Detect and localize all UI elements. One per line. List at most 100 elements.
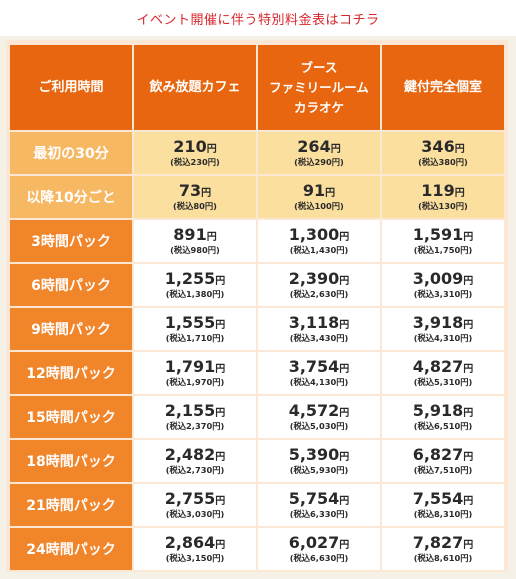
price-tax-included: (税込6,510円)	[413, 421, 473, 432]
yen-unit: 円	[215, 495, 226, 507]
price-number: 2,864	[164, 532, 216, 552]
header-usage-time: ご利用時間	[10, 45, 132, 130]
price-cell-booth: 1,300円 (税込1,430円)	[258, 220, 380, 262]
table-row: 18時間パック 2,482円 (税込2,730円) 5,390円 (税込5,930円) 6…	[10, 440, 504, 482]
yen-unit: 円	[454, 187, 465, 199]
price-number: 3,918	[412, 312, 464, 332]
price-value: 5,754円	[258, 490, 380, 510]
price-value: 7,554円	[382, 490, 504, 510]
price-cell-private: 7,554円 (税込8,310円)	[382, 484, 504, 526]
price-tax-included: (税込130円)	[418, 201, 468, 212]
price-tax-included: (税込2,370円)	[165, 421, 225, 432]
header-booth-line: ブース	[300, 59, 338, 75]
price-tax-included: (税込3,430円)	[289, 333, 349, 344]
price-value: 6,827円	[382, 446, 504, 466]
yen-unit: 円	[325, 187, 336, 199]
price-tax-included: (税込1,380円)	[165, 289, 225, 300]
price-cell-private: 1,591円 (税込1,750円)	[382, 220, 504, 262]
row-label: 24時間パック	[10, 528, 132, 570]
price-number: 264	[297, 136, 331, 156]
price-cell-private: 4,827円 (税込5,310円)	[382, 352, 504, 394]
yen-unit: 円	[330, 143, 341, 155]
yen-unit: 円	[339, 275, 350, 287]
price-tax-included: (税込3,310円)	[413, 289, 473, 300]
table-row: 最初の30分 210円 (税込230円) 264円 (税込290円) 346円 (税込380…	[10, 132, 504, 174]
price-value: 91円	[258, 182, 380, 202]
price-number: 1,555	[164, 312, 216, 332]
yen-unit: 円	[463, 363, 474, 375]
price-cell-cafe: 1,255円 (税込1,380円)	[134, 264, 256, 306]
price-value: 1,791円	[134, 358, 256, 378]
price-number: 1,300	[288, 224, 340, 244]
price-cell-cafe: 891円 (税込980円)	[134, 220, 256, 262]
price-number: 119	[421, 180, 455, 200]
price-number: 91	[302, 180, 326, 200]
price-cell-cafe: 2,755円 (税込3,030円)	[134, 484, 256, 526]
price-number: 1,591	[412, 224, 464, 244]
yen-unit: 円	[463, 319, 474, 331]
price-tax-included: (税込290円)	[294, 157, 344, 168]
yen-unit: 円	[463, 275, 474, 287]
price-value: 2,864円	[134, 534, 256, 554]
yen-unit: 円	[215, 275, 226, 287]
price-tax-included: (税込1,710円)	[165, 333, 225, 344]
price-value: 1,255円	[134, 270, 256, 290]
table-row: 6時間パック 1,255円 (税込1,380円) 2,390円 (税込2,630円) 3,…	[10, 264, 504, 306]
price-cell-private: 6,827円 (税込7,510円)	[382, 440, 504, 482]
price-tax-included: (税込4,130円)	[289, 377, 349, 388]
price-number: 5,918	[412, 400, 464, 420]
price-tax-included: (税込5,310円)	[413, 377, 473, 388]
price-value: 5,390円	[258, 446, 380, 466]
header-row: ご利用時間 飲み放題カフェ ブース ファミリールーム カラオケ 鍵付完全個室	[10, 45, 504, 130]
price-value: 2,155円	[134, 402, 256, 422]
price-value: 119円	[382, 182, 504, 202]
price-number: 3,754	[288, 356, 340, 376]
price-cell-booth: 5,390円 (税込5,930円)	[258, 440, 380, 482]
table-row: 12時間パック 1,791円 (税込1,970円) 3,754円 (税込4,130円) 4…	[10, 352, 504, 394]
price-value: 3,754円	[258, 358, 380, 378]
price-value: 1,300円	[258, 226, 380, 246]
yen-unit: 円	[339, 539, 350, 551]
price-cell-booth: 3,754円 (税込4,130円)	[258, 352, 380, 394]
price-cell-private: 3,009円 (税込3,310円)	[382, 264, 504, 306]
row-label: 3時間パック	[10, 220, 132, 262]
row-label: 18時間パック	[10, 440, 132, 482]
price-number: 1,255	[164, 268, 216, 288]
yen-unit: 円	[339, 231, 350, 243]
table-row: 以降10分ごと 73円 (税込80円) 91円 (税込100円) 119円 (税込130円)	[10, 176, 504, 218]
price-value: 5,918円	[382, 402, 504, 422]
row-label: 21時間パック	[10, 484, 132, 526]
yen-unit: 円	[339, 407, 350, 419]
price-number: 210	[173, 136, 207, 156]
price-tax-included: (税込2,630円)	[289, 289, 349, 300]
price-number: 7,827	[412, 532, 464, 552]
price-tax-included: (税込230円)	[170, 157, 220, 168]
price-cell-private: 5,918円 (税込6,510円)	[382, 396, 504, 438]
price-cell-booth: 91円 (税込100円)	[258, 176, 380, 218]
yen-unit: 円	[206, 231, 217, 243]
special-pricing-link[interactable]: イベント開催に伴う特別料金表はコチラ	[0, 0, 516, 36]
price-value: 3,118円	[258, 314, 380, 334]
price-number: 2,755	[164, 488, 216, 508]
price-value: 210円	[134, 138, 256, 158]
price-tax-included: (税込8,310円)	[413, 509, 473, 520]
price-tax-included: (税込80円)	[173, 201, 217, 212]
price-cell-cafe: 2,482円 (税込2,730円)	[134, 440, 256, 482]
yen-unit: 円	[339, 451, 350, 463]
price-number: 2,390	[288, 268, 340, 288]
price-number: 5,754	[288, 488, 340, 508]
price-number: 4,572	[288, 400, 340, 420]
price-cell-cafe: 1,791円 (税込1,970円)	[134, 352, 256, 394]
table-row: 15時間パック 2,155円 (税込2,370円) 4,572円 (税込5,030円) 5…	[10, 396, 504, 438]
yen-unit: 円	[215, 363, 226, 375]
header-drink-cafe: 飲み放題カフェ	[134, 45, 256, 130]
yen-unit: 円	[463, 539, 474, 551]
price-number: 6,027	[288, 532, 340, 552]
yen-unit: 円	[215, 407, 226, 419]
price-cell-private: 346円 (税込380円)	[382, 132, 504, 174]
price-value: 1,591円	[382, 226, 504, 246]
yen-unit: 円	[463, 407, 474, 419]
yen-unit: 円	[206, 143, 217, 155]
price-cell-booth: 4,572円 (税込5,030円)	[258, 396, 380, 438]
yen-unit: 円	[339, 495, 350, 507]
